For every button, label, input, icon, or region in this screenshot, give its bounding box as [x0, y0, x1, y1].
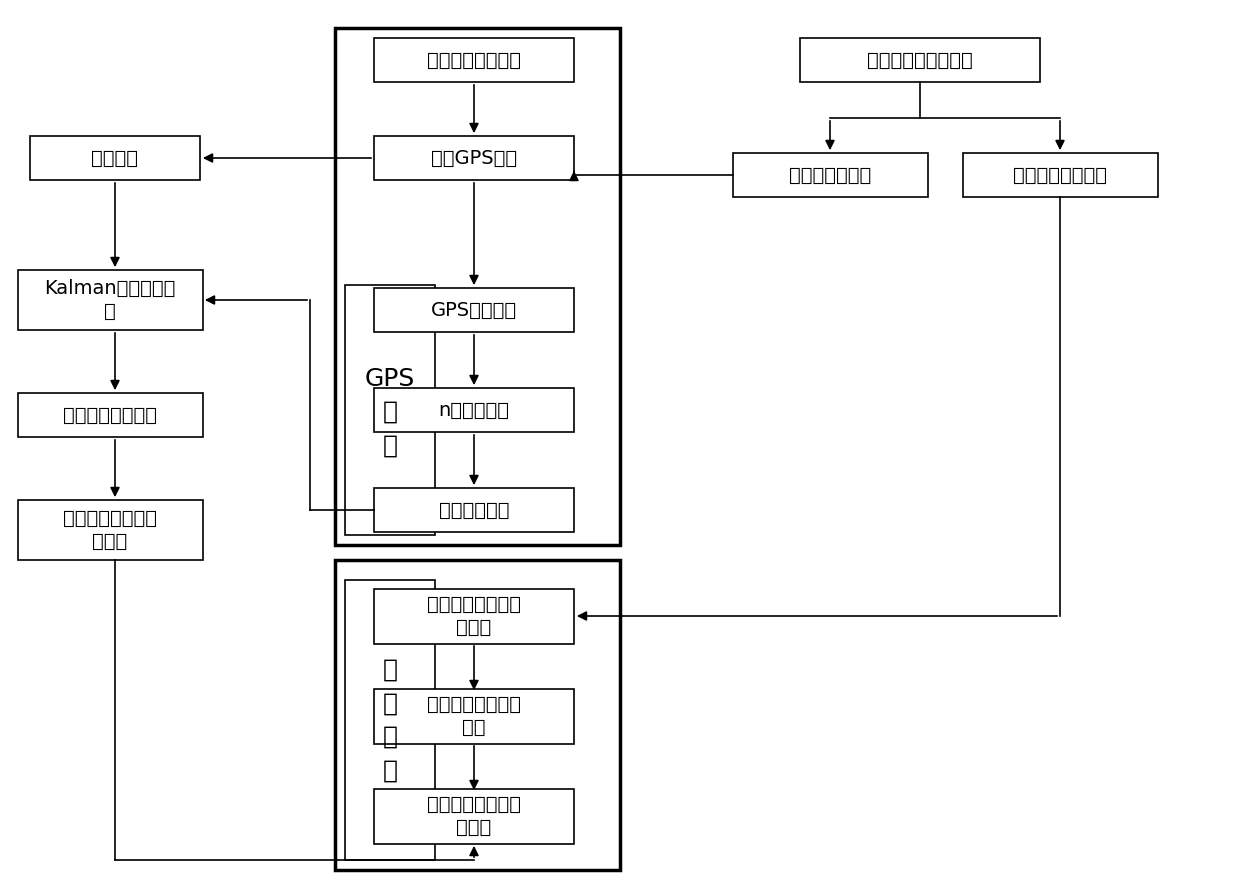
- Bar: [17, 393, 202, 437]
- Bar: [733, 153, 928, 197]
- Bar: [335, 28, 620, 545]
- Bar: [17, 500, 202, 560]
- Bar: [374, 288, 574, 332]
- Text: 坐标转换: 坐标转换: [92, 148, 139, 168]
- Bar: [335, 560, 620, 870]
- Bar: [345, 285, 435, 535]
- Bar: [374, 589, 574, 643]
- Text: 箭头几何结构信息: 箭头几何结构信息: [1013, 166, 1107, 185]
- Text: 建立空间平面直角
坐标系: 建立空间平面直角 坐标系: [427, 595, 521, 637]
- Text: GPS
定
位: GPS 定 位: [365, 367, 415, 458]
- Bar: [30, 136, 200, 180]
- Text: 最近参照路标: 最近参照路标: [439, 500, 510, 519]
- Text: Kalman滤波信息融
合: Kalman滤波信息融 合: [45, 278, 176, 321]
- Bar: [17, 270, 202, 330]
- Text: 计算箭头各边直线
方程: 计算箭头各边直线 方程: [427, 695, 521, 738]
- Bar: [374, 689, 574, 744]
- Bar: [962, 153, 1157, 197]
- Text: 转换为全局坐标系
下坐标: 转换为全局坐标系 下坐标: [63, 508, 157, 551]
- Bar: [345, 580, 435, 860]
- Text: 车载GPS信息: 车载GPS信息: [432, 148, 517, 168]
- Text: 当前车辆测试位置: 当前车辆测试位置: [427, 51, 521, 70]
- Bar: [374, 38, 574, 82]
- Bar: [374, 136, 574, 180]
- Bar: [800, 38, 1040, 82]
- Text: 计算车到箭头各边
的距离: 计算车到箭头各边 的距离: [427, 795, 521, 838]
- Text: 路面箭头地图数据库: 路面箭头地图数据库: [867, 51, 973, 70]
- Text: 视
觉
定
位: 视 觉 定 位: [382, 657, 398, 782]
- Text: 高精度惯导数据: 高精度惯导数据: [789, 166, 872, 185]
- Text: n个采样箭头: n个采样箭头: [439, 401, 510, 419]
- Bar: [374, 789, 574, 844]
- Text: GPS信息匹配: GPS信息匹配: [432, 301, 517, 319]
- Text: 精确车辆平面坐标: 精确车辆平面坐标: [63, 406, 157, 425]
- Bar: [374, 388, 574, 432]
- Bar: [374, 488, 574, 532]
